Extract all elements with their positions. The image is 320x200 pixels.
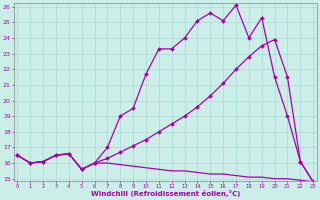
X-axis label: Windchill (Refroidissement éolien,°C): Windchill (Refroidissement éolien,°C): [91, 190, 240, 197]
